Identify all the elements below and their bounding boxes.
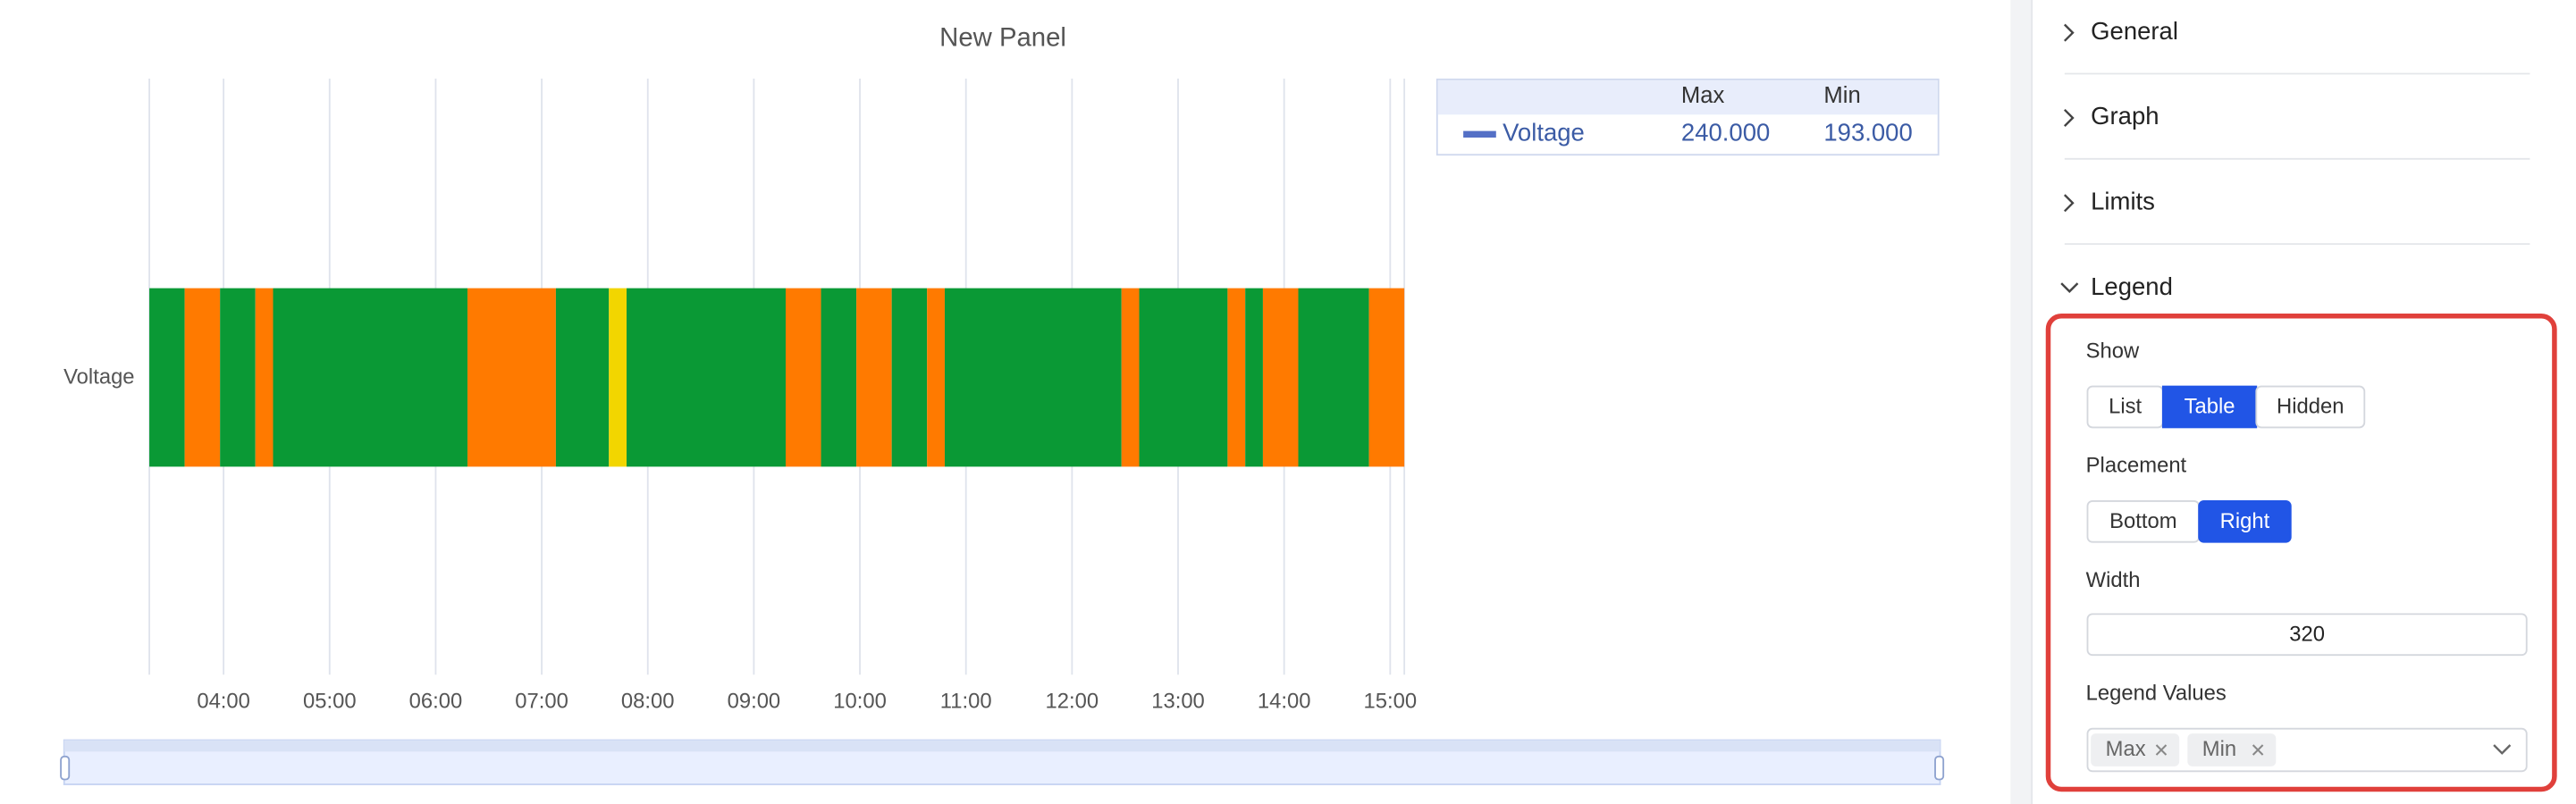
state-segment bbox=[1139, 288, 1228, 467]
option-button[interactable] bbox=[2198, 499, 2292, 543]
x-tick-label: 07:00 bbox=[515, 690, 568, 714]
value-tag bbox=[2091, 733, 2180, 766]
state-segment bbox=[149, 288, 185, 467]
tag-remove[interactable] bbox=[2155, 744, 2168, 756]
state-segment bbox=[1227, 288, 1246, 467]
chevron[interactable] bbox=[2063, 194, 2075, 213]
field-label: Show bbox=[2086, 339, 2140, 363]
state-segment bbox=[467, 288, 556, 467]
state-segment bbox=[1368, 288, 1405, 467]
state-segment bbox=[856, 288, 892, 467]
state-segment bbox=[821, 288, 857, 467]
option-label[interactable]: Hidden bbox=[2277, 395, 2344, 419]
option-label[interactable]: Right bbox=[2220, 509, 2270, 533]
section-header[interactable]: Graph bbox=[2091, 102, 2159, 130]
range-handle[interactable] bbox=[1934, 755, 1945, 781]
chevron[interactable] bbox=[2063, 108, 2075, 127]
value-tag bbox=[2187, 733, 2277, 766]
x-tick-label: 08:00 bbox=[621, 690, 675, 714]
panel-title: New Panel bbox=[939, 23, 1066, 53]
x-tick-label: 06:00 bbox=[409, 690, 463, 714]
legend-header bbox=[1437, 80, 1938, 115]
option-button[interactable] bbox=[2161, 385, 2258, 429]
option-label[interactable]: Table bbox=[2185, 395, 2235, 419]
state-segment bbox=[944, 288, 1122, 467]
x-tick-label: 14:00 bbox=[1258, 690, 1311, 714]
legend-value: 240.000 bbox=[1681, 119, 1770, 147]
value-tag-label: Min bbox=[2202, 737, 2236, 761]
field-label: Legend Values bbox=[2086, 681, 2227, 705]
x-tick-label: 09:00 bbox=[728, 690, 781, 714]
x-tick-label: 11:00 bbox=[940, 690, 992, 714]
state-segment bbox=[220, 288, 256, 467]
state-segment bbox=[1245, 288, 1263, 467]
splitter[interactable] bbox=[2010, 0, 2033, 804]
chevron[interactable] bbox=[2063, 23, 2075, 42]
row-label: Voltage bbox=[63, 365, 134, 389]
x-tick-label: 15:00 bbox=[1364, 690, 1418, 714]
x-tick-label: 04:00 bbox=[197, 690, 250, 714]
chevron[interactable] bbox=[2060, 282, 2079, 293]
state-segment bbox=[627, 288, 786, 467]
legend-column: Min bbox=[1823, 83, 1860, 108]
state-segment bbox=[1121, 288, 1140, 467]
state-segment bbox=[1262, 288, 1299, 467]
state-segment bbox=[609, 288, 627, 467]
width-value[interactable]: 320 bbox=[2289, 622, 2325, 646]
state-segment bbox=[785, 288, 821, 467]
option-button[interactable] bbox=[2255, 385, 2366, 429]
field-label: Width bbox=[2086, 568, 2141, 592]
state-segment bbox=[555, 288, 610, 467]
option-label[interactable]: Bottom bbox=[2109, 509, 2176, 533]
x-tick-label: 12:00 bbox=[1046, 690, 1099, 714]
range-slider-bar[interactable] bbox=[63, 740, 1940, 752]
value-tag-label: Max bbox=[2106, 737, 2146, 761]
legend-value: 193.000 bbox=[1823, 119, 1912, 147]
state-segment bbox=[891, 288, 928, 467]
state-segment bbox=[1298, 288, 1369, 467]
range-handle[interactable] bbox=[60, 755, 71, 781]
state-segment bbox=[273, 288, 468, 467]
state-segment bbox=[184, 288, 221, 467]
option-label[interactable]: List bbox=[2109, 395, 2142, 419]
section-header[interactable]: General bbox=[2091, 17, 2178, 45]
tag-remove[interactable] bbox=[2252, 744, 2264, 756]
legend-name[interactable]: Voltage bbox=[1503, 119, 1585, 147]
width-input[interactable] bbox=[2086, 613, 2528, 657]
section-header[interactable]: Legend bbox=[2091, 272, 2173, 300]
legend-column: Max bbox=[1681, 83, 1725, 108]
highlight-box bbox=[2045, 314, 2557, 792]
x-tick-label: 05:00 bbox=[303, 690, 357, 714]
state-segment bbox=[255, 288, 274, 467]
x-tick-label: 10:00 bbox=[833, 690, 887, 714]
x-tick-label: 13:00 bbox=[1151, 690, 1205, 714]
select-chevron[interactable] bbox=[2493, 744, 2512, 755]
state-segment bbox=[927, 288, 945, 467]
field-label: Placement bbox=[2086, 454, 2187, 478]
section-header[interactable]: Limits bbox=[2091, 188, 2155, 215]
